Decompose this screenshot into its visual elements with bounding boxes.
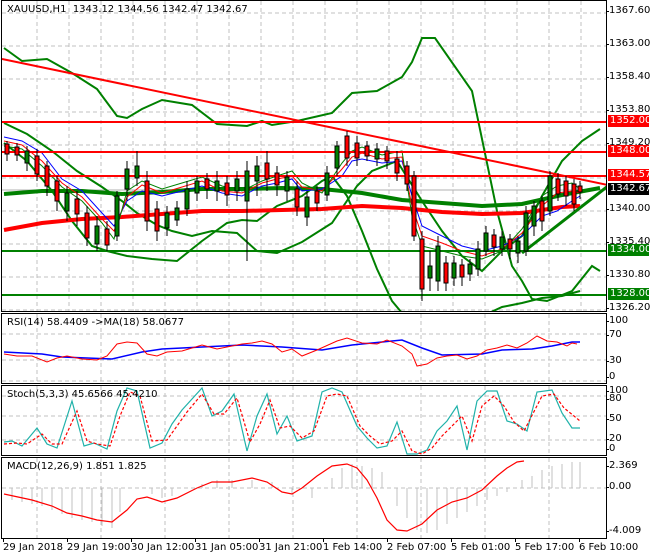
stoch-tick: 20 (606, 433, 622, 444)
price-tick: 1367.60 (605, 5, 650, 16)
macd-tick: 2.369 (606, 460, 638, 471)
stochastic-canvas (2, 386, 606, 455)
resistance-tag-1348: 1348.00 (608, 145, 650, 157)
resistance-tag-1352: 1352.00 (608, 115, 650, 127)
rsi-scale: 100 70 30 0 (605, 313, 650, 384)
rsi-canvas (2, 314, 606, 383)
macd-tick: 0.00 (605, 481, 632, 492)
ohlc-values: 1343.12 1344.56 1342.47 1342.67 (72, 4, 248, 15)
time-label: 30 Jan 12:00 (131, 542, 195, 553)
support-tag-1328: 1328.00 (608, 288, 650, 300)
macd-label: MACD(12,26,9) 1.851 1.825 (7, 461, 147, 472)
time-label: 1 Feb 14:00 (323, 542, 383, 553)
price-tick: 1363.00 (605, 38, 650, 49)
time-axis[interactable]: 29 Jan 2018 29 Jan 19:00 30 Jan 12:00 31… (0, 538, 650, 560)
time-label: 5 Feb 01:00 (451, 542, 511, 553)
time-label: 29 Jan 19:00 (67, 542, 131, 553)
stoch-tick: 0 (605, 443, 616, 454)
time-label: 31 Jan 21:00 (259, 542, 323, 553)
price-tick: 1353.80 (605, 104, 650, 115)
symbol-label: XAUUSD,H1 (7, 4, 67, 15)
stoch-tick: 50 (606, 413, 622, 424)
rsi-panel[interactable]: RSI(14) 58.4409 ->MA(18) 58.0677 (1, 313, 607, 384)
price-scale[interactable]: 1367.60 1363.00 1358.40 1353.80 1349.20 … (605, 0, 650, 313)
price-tick: 1335.40 (605, 236, 650, 247)
rsi-tick: 30 (606, 355, 622, 366)
time-label: 31 Jan 05:00 (195, 542, 259, 553)
stochastic-label: Stoch(5,3,3) 45.6566 45.4210 (7, 389, 158, 400)
chart-title: XAUUSD,H1 1343.12 1344.56 1342.47 1342.6… (7, 4, 248, 15)
macd-scale: 2.369 0.00 -4.009 (605, 457, 650, 539)
stoch-tick: 80 (606, 393, 622, 404)
macd-tick: -4.009 (605, 525, 642, 536)
price-tick: 1330.80 (605, 269, 650, 280)
current-price-tag: 1342.67 (608, 183, 650, 195)
price-tick: 1358.40 (605, 71, 650, 82)
price-chart-canvas (2, 1, 606, 311)
macd-canvas (2, 458, 606, 538)
rsi-tick: 100 (605, 315, 629, 326)
time-label: 6 Feb 10:00 (579, 542, 639, 553)
price-chart-panel[interactable]: XAUUSD,H1 1343.12 1344.56 1342.47 1342.6… (1, 0, 607, 312)
resistance-tag-1344: 1344.57 (608, 169, 650, 181)
price-tick: 1349.20 (605, 137, 650, 148)
rsi-tick: 0 (605, 371, 616, 382)
time-label: 2 Feb 07:00 (387, 542, 447, 553)
price-tick: 1326.20 (605, 302, 650, 313)
stochastic-panel[interactable]: Stoch(5,3,3) 45.6566 45.4210 (1, 385, 607, 456)
stoch-tick: 100 (605, 385, 629, 396)
time-label: 5 Feb 17:00 (515, 542, 575, 553)
support-tag-1334: 1334.00 (608, 244, 650, 256)
rsi-tick: 70 (606, 329, 622, 340)
macd-panel[interactable]: MACD(12,26,9) 1.851 1.825 (1, 457, 607, 539)
rsi-label: RSI(14) 58.4409 ->MA(18) 58.0677 (7, 317, 184, 328)
time-label: 29 Jan 2018 (3, 542, 63, 553)
stochastic-scale: 100 80 50 20 0 (605, 385, 650, 456)
price-tick: 1340.00 (605, 203, 650, 214)
